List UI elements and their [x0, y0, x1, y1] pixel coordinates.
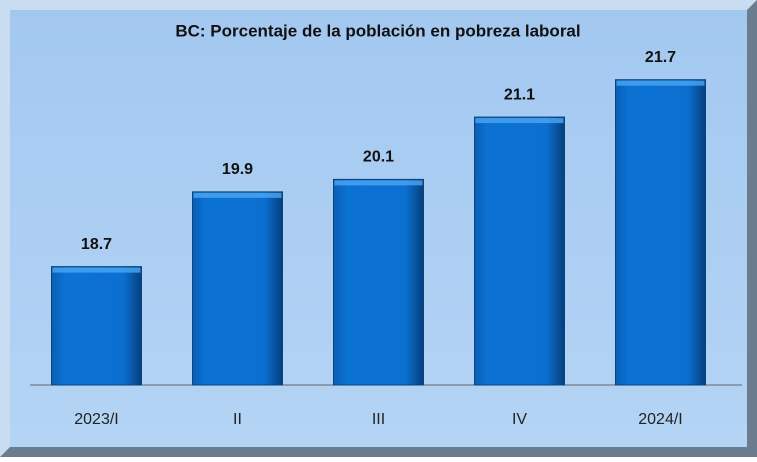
x-tick-label: III — [372, 411, 385, 428]
bar-highlight — [193, 192, 282, 198]
x-tick-label: 2023/I — [74, 411, 118, 428]
x-tick-label: 2024/I — [638, 411, 682, 428]
bar — [333, 178, 424, 386]
value-label: 21.1 — [504, 86, 535, 103]
bar — [474, 116, 565, 386]
bar-highlight — [334, 180, 423, 186]
chart-title: BC: Porcentaje de la población en pobrez… — [175, 21, 580, 40]
value-label: 19.9 — [222, 161, 253, 178]
bar — [51, 266, 142, 386]
bar-highlight — [475, 118, 564, 124]
value-label: 18.7 — [81, 236, 112, 253]
x-tick-label: IV — [512, 411, 527, 428]
value-label: 21.7 — [645, 49, 676, 66]
bar-highlight — [616, 80, 705, 86]
bar — [192, 191, 283, 386]
value-label: 20.1 — [363, 149, 394, 166]
x-tick-label: II — [233, 411, 242, 428]
bar — [615, 79, 706, 386]
bar-highlight — [52, 267, 141, 273]
